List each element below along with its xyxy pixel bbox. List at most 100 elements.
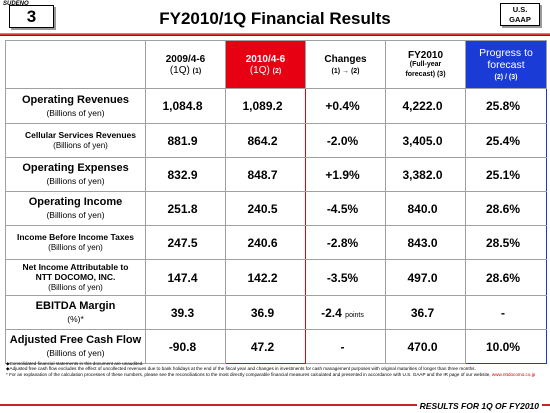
current-value: 47.2 <box>225 329 306 364</box>
footnote-fcf: ◆Adjusted free cash flow excludes the ef… <box>6 366 476 372</box>
col-prev-period: 2009/4-6 <box>165 53 206 65</box>
table-header-row: 2009/4-6 (1Q) (1) 2010/4-6 (1Q) (2) Chan… <box>5 40 547 89</box>
prev-value: -90.8 <box>145 329 226 364</box>
change-value: -4.5% <box>305 191 386 226</box>
row-label: Cellular Services Revenues (Billions of y… <box>5 123 146 158</box>
progress-value: 28.5% <box>465 225 547 260</box>
row-unit: (Billions of yen) <box>46 107 105 118</box>
progress-value: 25.8% <box>465 88 547 124</box>
col-prev-quarter: (1Q) <box>169 64 190 76</box>
col-cur-index: (2) <box>272 67 282 75</box>
slide-number-label: SUDENO <box>3 1 29 7</box>
row-unit: (Billions of yen) <box>48 243 103 252</box>
progress-value: - <box>465 295 547 330</box>
table-row: Income Before Income Taxes (Billions of y… <box>5 225 547 260</box>
progress-value: 25.4% <box>465 123 547 158</box>
row-unit: (Billions of yen) <box>46 176 105 186</box>
row-label: Adjusted Free Cash Flow (Billions of yen) <box>5 329 146 364</box>
col-fc-line3: forecast) (3) <box>405 71 446 78</box>
row-label-text: Net Income Attributable to NTT DOCOMO, I… <box>22 262 129 282</box>
footnote-unaudited: ◆Consolidated financial statements in th… <box>6 361 144 366</box>
row-label-text: EBITDA Margin <box>35 300 116 312</box>
row-label-text: Operating Revenues <box>22 93 129 106</box>
forecast-value: 470.0 <box>385 329 466 364</box>
progress-value: 28.6% <box>465 259 547 296</box>
change-text: +1.9% <box>325 167 360 182</box>
prev-value: 251.8 <box>145 191 226 226</box>
change-text: -3.5% <box>326 270 359 285</box>
progress-value: 10.0% <box>465 329 547 364</box>
row-label: Income Before Income Taxes (Billions of y… <box>5 225 146 260</box>
col-fc-line2: (Full-year <box>409 61 442 68</box>
footnote-calculation-text: * For an explanation of the calculation … <box>6 371 491 377</box>
table-row: Operating Income (Billions of yen) 251.8 … <box>5 191 547 226</box>
col-prev-index: (1) <box>192 67 202 75</box>
prev-value: 1,084.8 <box>145 88 226 124</box>
col-changes-formula: (1) → (2) <box>331 67 360 75</box>
title-divider <box>0 33 550 36</box>
row-label-text: Adjusted Free Cash Flow <box>9 334 142 346</box>
current-value: 36.9 <box>225 295 306 330</box>
footnote-calculation: * For an explanation of the calculation … <box>6 372 546 377</box>
current-value: 864.2 <box>225 123 306 158</box>
footer-title: RESULTS FOR 1Q OF FY2010 <box>416 401 542 411</box>
current-value: 142.2 <box>225 259 306 296</box>
change-value: +0.4% <box>305 88 386 124</box>
col-header-current: 2010/4-6 (1Q) (2) <box>225 40 306 89</box>
prev-value: 832.9 <box>145 157 226 192</box>
table-row: Operating Revenues (Billions of yen) 1,08… <box>5 88 547 124</box>
forecast-value: 3,405.0 <box>385 123 466 158</box>
row-unit: (%)* <box>67 314 84 324</box>
gaap-badge-line1: U.S. <box>512 5 528 14</box>
current-value: 1,089.2 <box>225 88 306 124</box>
forecast-value: 497.0 <box>385 259 466 296</box>
change-value: -2.0% <box>305 123 386 158</box>
footer-divider <box>0 404 550 406</box>
table-row: Net Income Attributable to NTT DOCOMO, I… <box>5 259 547 296</box>
prev-value: 147.4 <box>145 259 226 296</box>
website-link[interactable]: www.nttdocomo.co.jp <box>491 371 536 377</box>
current-value: 240.5 <box>225 191 306 226</box>
row-label-text: Income Before Income Taxes <box>17 232 134 242</box>
change-value: - <box>305 329 386 364</box>
col-cur-quarter: (1Q) <box>249 64 270 76</box>
change-text: -2.0% <box>326 133 359 148</box>
row-label-text: Operating Expenses <box>22 162 129 174</box>
table-row: Adjusted Free Cash Flow (Billions of yen)… <box>5 329 547 364</box>
col-prog-title: Progress to forecast <box>479 47 533 71</box>
prev-value: 247.5 <box>145 225 226 260</box>
prev-value: 881.9 <box>145 123 226 158</box>
row-unit: (Billions of yen) <box>53 141 108 150</box>
prev-value: 39.3 <box>145 295 226 330</box>
progress-value: 28.6% <box>465 191 547 226</box>
row-unit: (Billions of yen) <box>46 210 105 220</box>
row-label: Operating Revenues (Billions of yen) <box>5 88 146 124</box>
col-header-changes: Changes (1) → (2) <box>305 40 386 89</box>
forecast-value: 36.7 <box>385 295 466 330</box>
forecast-value: 843.0 <box>385 225 466 260</box>
forecast-value: 4,222.0 <box>385 88 466 124</box>
row-label: Operating Expenses (Billions of yen) <box>5 157 146 192</box>
col-prog-formula: (2) / (3) <box>494 74 518 81</box>
current-value: 848.7 <box>225 157 306 192</box>
change-value: -2.4 points <box>305 295 386 330</box>
col-header-progress: Progress to forecast (2) / (3) <box>465 40 547 89</box>
col-header-prev: 2009/4-6 (1Q) (1) <box>145 40 226 89</box>
row-unit: (Billions of yen) <box>48 283 103 292</box>
slide-number: 3 <box>9 5 54 28</box>
col-changes-title: Changes <box>324 53 367 65</box>
change-text: -4.5% <box>326 201 359 216</box>
footnotes: ◆Consolidated financial statements in th… <box>6 361 546 377</box>
row-label: Net Income Attributable to NTT DOCOMO, I… <box>5 259 146 296</box>
progress-value: 25.1% <box>465 157 547 192</box>
row-label: Operating Income (Billions of yen) <box>5 191 146 226</box>
gaap-badge-line2: GAAP <box>509 15 531 24</box>
change-unit: points <box>345 311 364 319</box>
table-row: EBITDA Margin (%)* 39.3 36.9 -2.4 points … <box>5 295 547 330</box>
row-unit: (Billions of yen) <box>46 348 105 358</box>
gaap-badge: U.S. GAAP <box>500 3 540 26</box>
forecast-value: 3,382.0 <box>385 157 466 192</box>
change-text: - <box>340 339 345 354</box>
row-label-text: Operating Income <box>28 196 123 208</box>
results-table: 2009/4-6 (1Q) (1) 2010/4-6 (1Q) (2) Chan… <box>5 40 547 364</box>
